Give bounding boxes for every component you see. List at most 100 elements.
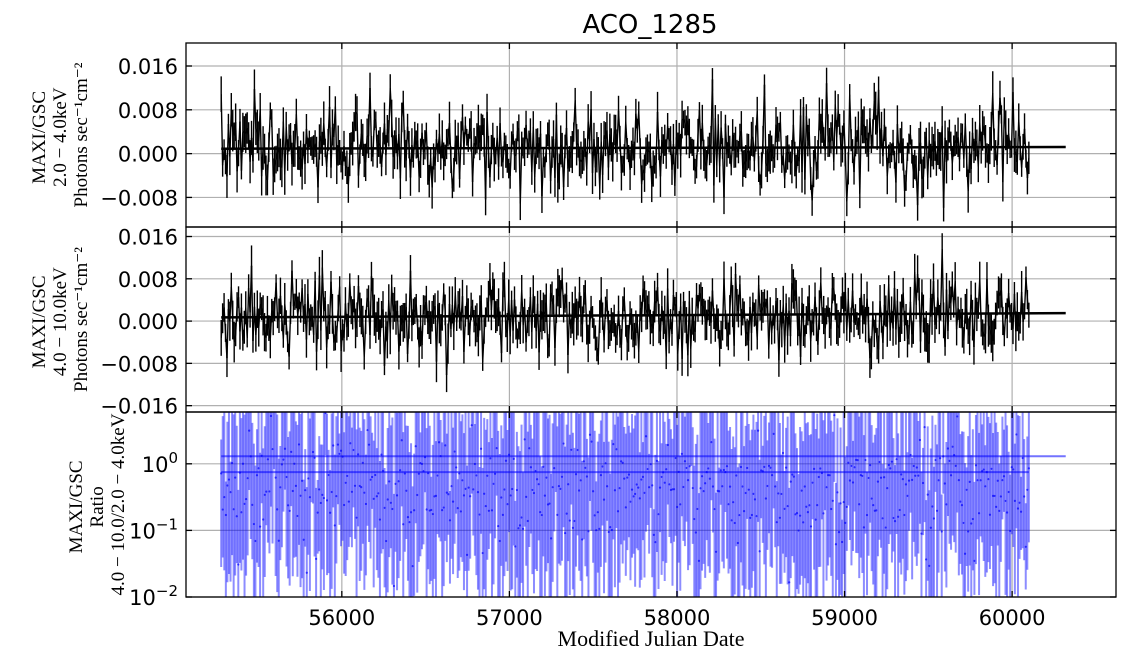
data-segment xyxy=(783,154,787,180)
data-segment xyxy=(531,294,534,333)
data-segment xyxy=(919,292,923,342)
data-segment xyxy=(651,168,654,185)
ratio-point xyxy=(744,491,747,495)
ratio-point xyxy=(529,466,532,469)
data-segment xyxy=(775,300,779,315)
data-segment xyxy=(260,308,264,316)
data-segment xyxy=(355,111,358,115)
data-segment xyxy=(718,334,722,349)
ratio-point xyxy=(931,505,934,508)
data-segment xyxy=(779,121,783,165)
plot-frame xyxy=(185,411,1117,598)
x-tick-label: 60000 xyxy=(979,606,1046,630)
data-segment xyxy=(649,150,653,185)
data-segment xyxy=(795,156,799,172)
ratio-point xyxy=(998,509,1001,512)
data-segment xyxy=(759,170,763,186)
data-segment xyxy=(768,151,771,154)
ratio-point xyxy=(988,513,992,516)
ratio-point xyxy=(417,472,420,475)
data-segment xyxy=(642,288,646,299)
ratio-point xyxy=(876,480,880,483)
data-segment xyxy=(416,140,420,177)
ratio-point xyxy=(893,520,897,523)
ratio-point xyxy=(431,512,434,516)
data-segment xyxy=(942,137,946,208)
ratio-point xyxy=(697,559,701,562)
ratio-point xyxy=(553,467,556,470)
ratio-point xyxy=(234,476,237,479)
ratio-point xyxy=(469,495,472,498)
ratio-point xyxy=(696,507,699,511)
ratio-point xyxy=(276,508,279,511)
data-segment xyxy=(359,133,363,155)
data-segment xyxy=(837,324,841,329)
ratio-point xyxy=(850,464,853,468)
ratio-point xyxy=(937,479,940,482)
data-segment xyxy=(677,325,680,354)
ratio-point xyxy=(224,513,227,517)
ratio-point xyxy=(375,495,378,498)
data-segment xyxy=(759,309,763,313)
ratio-point xyxy=(448,519,452,522)
data-segment xyxy=(236,153,240,172)
ratio-point xyxy=(246,477,249,480)
data-segment xyxy=(489,149,493,178)
data-segment xyxy=(594,152,598,168)
y-tick-label: 10−1 xyxy=(129,515,178,543)
ratio-point xyxy=(346,474,349,478)
ratio-point xyxy=(795,512,799,515)
ratio-point xyxy=(770,474,774,477)
data-segment xyxy=(260,147,264,177)
data-segment xyxy=(749,138,753,161)
ratio-point xyxy=(254,539,257,543)
ratio-point xyxy=(1016,507,1020,510)
data-segment xyxy=(435,304,439,362)
ratio-point xyxy=(674,456,677,460)
data-segment xyxy=(555,287,559,306)
ylabel-line-3: Photons sec⁻¹cm⁻² xyxy=(71,62,92,207)
ratio-point xyxy=(987,478,990,481)
ratio-point xyxy=(283,447,287,450)
y-tick-label: 0.008 xyxy=(118,99,178,123)
ratio-point xyxy=(1010,466,1013,469)
ratio-point xyxy=(1026,488,1029,491)
ratio-point xyxy=(847,461,850,464)
ratio-point xyxy=(486,474,489,477)
data-segment xyxy=(1003,110,1007,131)
ratio-point xyxy=(808,504,811,507)
ratio-point xyxy=(819,467,822,470)
ratio-point xyxy=(344,481,347,484)
ratio-point xyxy=(304,489,307,492)
data-segment xyxy=(263,148,267,176)
ratio-point xyxy=(612,442,615,446)
data-segment xyxy=(380,142,384,168)
ratio-point xyxy=(441,508,444,512)
data-segment xyxy=(390,286,394,312)
data-segment xyxy=(295,114,299,154)
data-segment xyxy=(787,151,790,154)
ratio-point xyxy=(607,530,610,534)
data-segment xyxy=(720,127,724,149)
ratio-point xyxy=(411,565,414,568)
ratio-point xyxy=(596,511,599,514)
data-segment xyxy=(372,119,376,157)
data-segment xyxy=(286,137,290,156)
data-segment xyxy=(703,155,706,164)
data-segment xyxy=(778,310,782,361)
data-segment xyxy=(230,109,234,131)
ratio-point xyxy=(864,458,867,462)
ratio-point xyxy=(668,483,671,486)
ratio-point xyxy=(601,465,604,468)
data-segment xyxy=(506,158,510,169)
data-segment xyxy=(960,312,964,329)
ratio-point xyxy=(251,503,254,506)
data-segment xyxy=(411,311,415,326)
ratio-point xyxy=(956,415,959,418)
ratio-point xyxy=(758,550,761,553)
data-segment xyxy=(980,325,984,333)
data-segment xyxy=(656,111,660,150)
ratio-point xyxy=(738,513,741,517)
data-segment xyxy=(613,320,617,338)
ratio-point xyxy=(318,488,321,491)
